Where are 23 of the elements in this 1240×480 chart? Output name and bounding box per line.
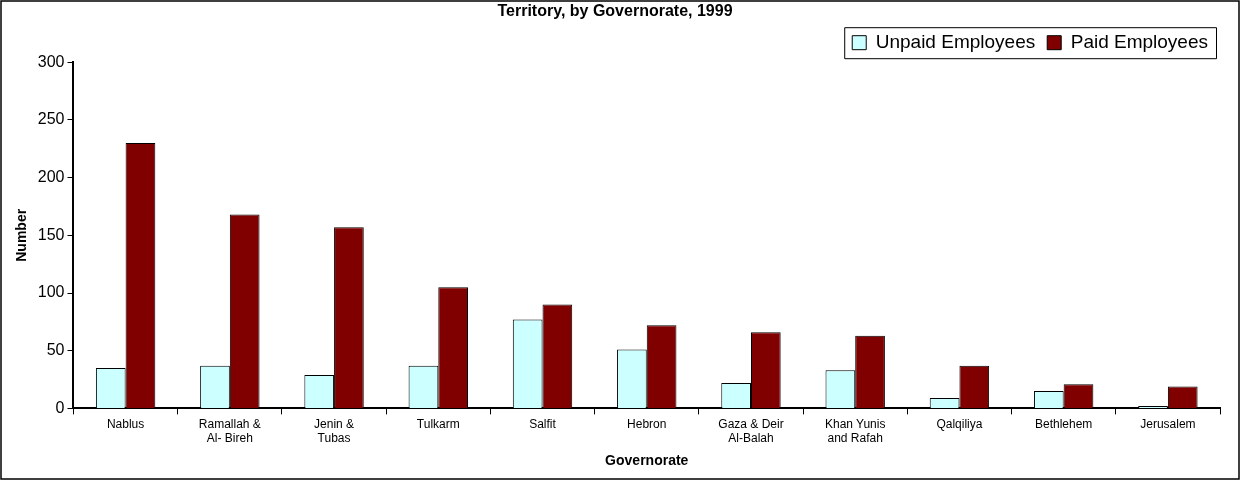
- x-tick-label: Nablus: [106, 416, 145, 431]
- y-tick-label: 0: [55, 398, 65, 416]
- y-tick-label: 300: [37, 52, 65, 70]
- legend-label: Unpaid Employees: [875, 30, 1036, 52]
- legend-label: Paid Employees: [1070, 30, 1208, 52]
- x-tick-label: Jenin & Tubas: [314, 416, 355, 446]
- x-tick-label: Ramallah & Al- Bireh: [198, 416, 261, 446]
- x-tick-label: Salfit: [529, 416, 557, 431]
- y-axis-title: Number: [13, 208, 30, 262]
- x-tick-label: Gaza & Deir Al-Balah: [718, 416, 784, 446]
- y-tick-label: 50: [46, 341, 65, 359]
- y-tick-label: 250: [37, 110, 65, 128]
- x-tick-label: Hebron: [627, 416, 667, 431]
- x-tick-label: Tulkarm: [416, 416, 460, 431]
- x-tick-label: Qalqiliya: [936, 416, 983, 431]
- x-tick-label: Jerusalem: [1140, 416, 1196, 431]
- y-tick-label: 150: [37, 225, 65, 243]
- chart-title: Territory, by Governorate, 1999: [497, 2, 733, 20]
- x-axis-title: Governorate: [605, 452, 689, 469]
- y-tick-label: 200: [37, 168, 65, 186]
- y-tick-label: 100: [37, 283, 65, 301]
- x-tick-label: Khan Yunis and Rafah: [824, 416, 886, 446]
- x-tick-label: Bethlehem: [1034, 416, 1093, 431]
